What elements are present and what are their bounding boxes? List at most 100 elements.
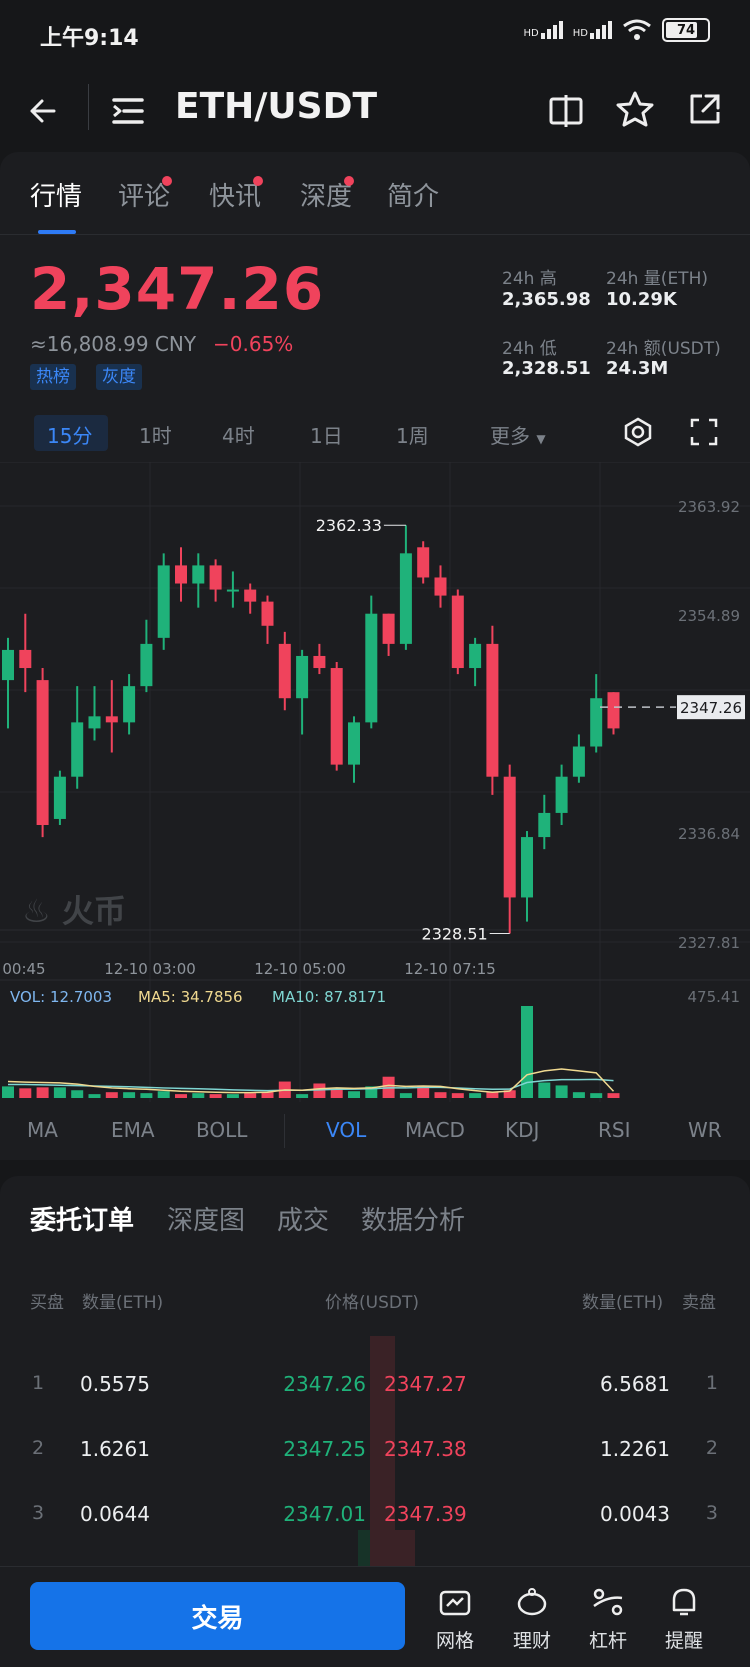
- period-1w[interactable]: 1周: [396, 424, 429, 448]
- indicator-boll[interactable]: BOLL: [196, 1118, 248, 1142]
- indicator-ema[interactable]: EMA: [111, 1118, 155, 1142]
- indicator-rsi[interactable]: RSI: [598, 1118, 631, 1142]
- comments-notify-dot: [162, 176, 172, 186]
- volume-bar: [590, 1093, 603, 1098]
- period-1d[interactable]: 1日: [310, 424, 343, 448]
- current-price-label: 2347.26: [680, 699, 742, 717]
- indicator-kdj[interactable]: KDJ: [505, 1118, 540, 1142]
- volume-bar: [175, 1094, 187, 1098]
- period-4h[interactable]: 4时: [222, 424, 255, 448]
- tab-trades[interactable]: 成交: [277, 1206, 330, 1236]
- header-price: 价格(USDT): [325, 1293, 419, 1313]
- fullscreen-icon[interactable]: [688, 416, 720, 448]
- divider: [88, 84, 89, 130]
- candle-body: [19, 649, 32, 669]
- x-axis-label: 12-10 03:00: [104, 960, 196, 978]
- volume-label: 24h 量(ETH): [606, 269, 708, 289]
- candle-body: [2, 649, 14, 681]
- period-1h[interactable]: 1时: [139, 424, 172, 448]
- candle-body: [313, 655, 326, 669]
- candle-body: [71, 722, 84, 777]
- period-more[interactable]: 更多 ▼: [490, 420, 546, 449]
- header-sell-qty: 数量(ETH): [582, 1293, 664, 1313]
- volume-bar: [105, 1092, 118, 1098]
- nav-margin[interactable]: 杠杆: [578, 1586, 638, 1653]
- huobi-watermark: ♨ 火币: [22, 886, 126, 932]
- tab-depth[interactable]: 深度: [300, 182, 353, 212]
- tab-market[interactable]: 行情: [30, 182, 83, 212]
- indicator-ma[interactable]: MA: [27, 1118, 58, 1142]
- tab-analysis[interactable]: 数据分析: [361, 1206, 466, 1236]
- candle-body: [382, 613, 395, 644]
- status-bar: 上午9:14 HD HD 74: [0, 0, 750, 72]
- volume-bar: [2, 1086, 14, 1098]
- tab-news[interactable]: 快讯: [209, 182, 262, 212]
- ask-price: 2347.39: [384, 1502, 467, 1526]
- period-selector: 15分 1时 4时 1日 1周 更多 ▼: [0, 410, 750, 458]
- hot-list-tag[interactable]: 热榜: [30, 364, 76, 390]
- header-buy-qty: 数量(ETH): [82, 1293, 164, 1313]
- grid-bot-icon: [439, 1590, 471, 1616]
- share-icon[interactable]: [688, 92, 722, 126]
- ask-price: 2347.27: [384, 1372, 467, 1396]
- candle-body: [53, 776, 66, 819]
- indicator-macd[interactable]: MACD: [405, 1118, 465, 1142]
- volume-bar: [572, 1092, 585, 1098]
- high-marker-label: 2362.33: [316, 516, 382, 535]
- volume-bar: [36, 1087, 49, 1098]
- tab-orders[interactable]: 委托订单: [30, 1206, 135, 1236]
- ask-depth-bar: [370, 1336, 395, 1566]
- tab-depth-chart[interactable]: 深度图: [167, 1206, 246, 1236]
- volume-bar: [399, 1093, 412, 1098]
- grayscale-tag[interactable]: 灰度: [96, 364, 142, 390]
- cny-price: ≈16,808.99 CNY: [30, 332, 197, 356]
- high-label: 24h 高: [502, 269, 557, 289]
- tab-comments[interactable]: 评论: [118, 182, 171, 212]
- volume-bar: [434, 1092, 447, 1098]
- candle-body: [399, 553, 412, 644]
- vol-legend-value: VOL: 12.7003: [10, 988, 112, 1006]
- candle-body: [451, 595, 464, 669]
- tab-intro[interactable]: 简介: [387, 182, 440, 212]
- nav-grid[interactable]: 网格: [425, 1586, 485, 1653]
- vol-legend-ma5: MA5: 34.7856: [138, 988, 243, 1006]
- volume-value: 10.29K: [606, 289, 677, 310]
- indicator-tabs: MA EMA BOLL VOL MACD KDJ RSI WR: [0, 1108, 750, 1156]
- settings-hexagon-icon[interactable]: [622, 416, 654, 448]
- period-15m[interactable]: 15分: [47, 424, 93, 448]
- compare-icon[interactable]: [548, 94, 584, 128]
- pair-list-icon[interactable]: [110, 94, 146, 128]
- depth-notify-dot: [344, 176, 354, 186]
- vol-axis-max: 475.41: [688, 988, 741, 1006]
- signal-icon: HD: [524, 21, 563, 39]
- y-axis-label: 2354.89: [678, 607, 740, 625]
- last-price: 2,347.26: [30, 255, 325, 323]
- bid-index: 3: [32, 1502, 45, 1524]
- volume-bar: [313, 1083, 326, 1098]
- volume-bar: [123, 1092, 136, 1098]
- kline-chart[interactable]: 2363.92 2354.89 2336.84 2327.81 2347.26 2362.…: [0, 462, 750, 1102]
- volume-bar: [53, 1087, 66, 1098]
- current-price-tag: [677, 695, 745, 720]
- vol-legend-ma10: MA10: 87.8171: [272, 988, 386, 1006]
- news-notify-dot: [253, 176, 263, 186]
- ask-depth-bar-2: [395, 1530, 415, 1566]
- volume-bar: [348, 1091, 360, 1098]
- candle-body: [140, 643, 153, 687]
- indicator-vol[interactable]: VOL: [326, 1118, 367, 1142]
- active-period-bg: [34, 415, 108, 451]
- header-sell: 卖盘: [682, 1293, 716, 1313]
- trade-button[interactable]: 交易: [30, 1582, 405, 1650]
- amount-value: 24.3M: [606, 358, 669, 379]
- back-arrow-icon[interactable]: [26, 94, 60, 128]
- nav-finance[interactable]: 理财: [502, 1586, 562, 1653]
- ask-quantity: 6.5681: [600, 1372, 670, 1396]
- volume-bar: [538, 1082, 551, 1098]
- low-label: 24h 低: [502, 339, 557, 359]
- indicator-wr[interactable]: WR: [688, 1118, 722, 1142]
- candle-body: [88, 716, 101, 729]
- nav-alert[interactable]: 提醒: [654, 1586, 714, 1653]
- favorite-star-icon[interactable]: [616, 90, 654, 128]
- candle-body: [244, 589, 257, 602]
- candle-body: [209, 565, 222, 590]
